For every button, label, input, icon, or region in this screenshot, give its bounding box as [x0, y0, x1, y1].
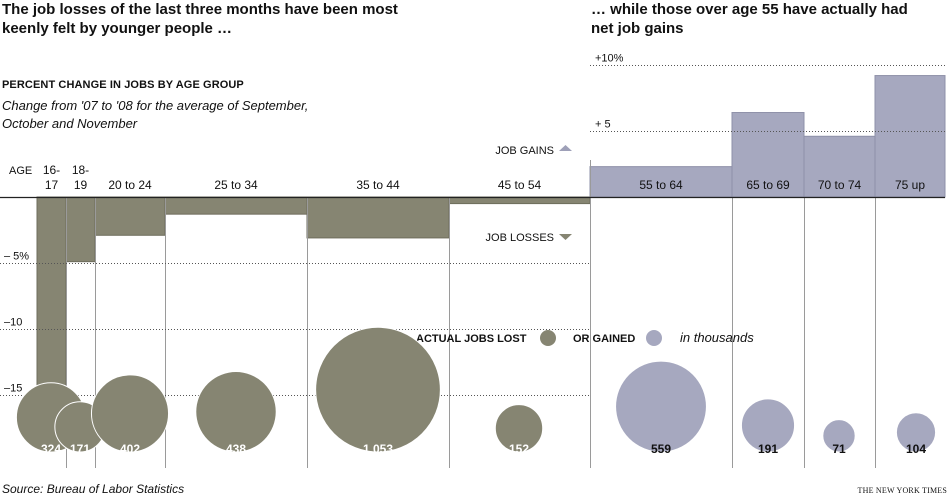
y-tick-label: – 5%: [4, 251, 29, 263]
chart-note: Change from '07 to '08 for the average o…: [2, 98, 309, 131]
legend-gained-label: OR GAINED: [573, 333, 635, 345]
category-label: 55 to 64: [639, 178, 683, 192]
circle-75-up: [895, 412, 937, 453]
job-gains-label: JOB GAINS: [495, 145, 554, 157]
bar-16-17: [36, 196, 67, 393]
bar-75-up: [874, 75, 946, 198]
legend-units-label: in thousands: [680, 330, 754, 345]
bar-70-to-74: [803, 135, 876, 198]
category-label: 25 to 34: [214, 178, 258, 192]
y-tick-label: –15: [4, 383, 22, 395]
credit-logo: THE NEW YORK TIMES: [857, 486, 947, 495]
category-label: 20 to 24: [108, 178, 152, 192]
legend-lost-label: ACTUAL JOBS LOST: [416, 333, 527, 345]
job-losses-label: JOB LOSSES: [486, 232, 554, 244]
circle-20-to-24: [90, 374, 170, 453]
y-tick-label: –10: [4, 317, 22, 329]
bar-25-to-34: [164, 196, 308, 215]
circle-45-to-54: [494, 404, 544, 453]
circle-value-label: 104: [906, 442, 926, 456]
circle-value-label: 438: [226, 442, 246, 456]
circle-25-to-34: [195, 371, 277, 453]
circle-value-label: 559: [651, 442, 671, 456]
bar-55-to-64: [589, 166, 733, 198]
chart-subtitle: PERCENT CHANGE IN JOBS BY AGE GROUP: [2, 79, 244, 91]
headline-left: The job losses of the last three months …: [2, 1, 398, 37]
category-label: 70 to 74: [818, 178, 862, 192]
category-label: 65 to 69: [746, 178, 790, 192]
headline-right: … while those over age 55 have actually …: [591, 1, 908, 37]
triangle-down-icon: [559, 234, 572, 240]
circle-value-label: 171: [70, 442, 90, 456]
age-axis-label: AGE: [9, 165, 32, 177]
source-note: Source: Bureau of Labor Statistics: [2, 482, 185, 496]
bar-18-19: [65, 196, 96, 263]
circle-70-to-74: [822, 419, 856, 453]
category-label: 18-: [72, 163, 89, 177]
circle-value-label: 324: [41, 442, 61, 456]
y-tick-label: + 5: [595, 119, 611, 131]
category-label: 17: [45, 178, 59, 192]
circle-value-label: 402: [120, 442, 140, 456]
bar-65-to-69: [731, 112, 805, 198]
circle-65-to-69: [740, 398, 796, 453]
category-label: 45 to 54: [498, 178, 542, 192]
y-tick-label: +10%: [595, 53, 624, 65]
category-label: 75 up: [895, 178, 925, 192]
circle-value-label: 152: [509, 442, 529, 456]
circle-value-label: 71: [832, 442, 846, 456]
bar-20-to-24: [94, 196, 166, 236]
circle-value-label: 1,053: [363, 442, 393, 456]
bar-35-to-44: [306, 196, 450, 239]
legend-lost-swatch: [540, 330, 556, 346]
legend-gained-swatch: [646, 330, 662, 346]
triangle-up-icon: [559, 145, 572, 151]
circle-35-to-44: [315, 326, 441, 453]
category-label: 16-: [43, 163, 60, 177]
circle-value-label: 191: [758, 442, 778, 456]
circle-55-to-64: [615, 360, 707, 453]
category-label: 35 to 44: [356, 178, 400, 192]
category-label: 19: [74, 178, 88, 192]
